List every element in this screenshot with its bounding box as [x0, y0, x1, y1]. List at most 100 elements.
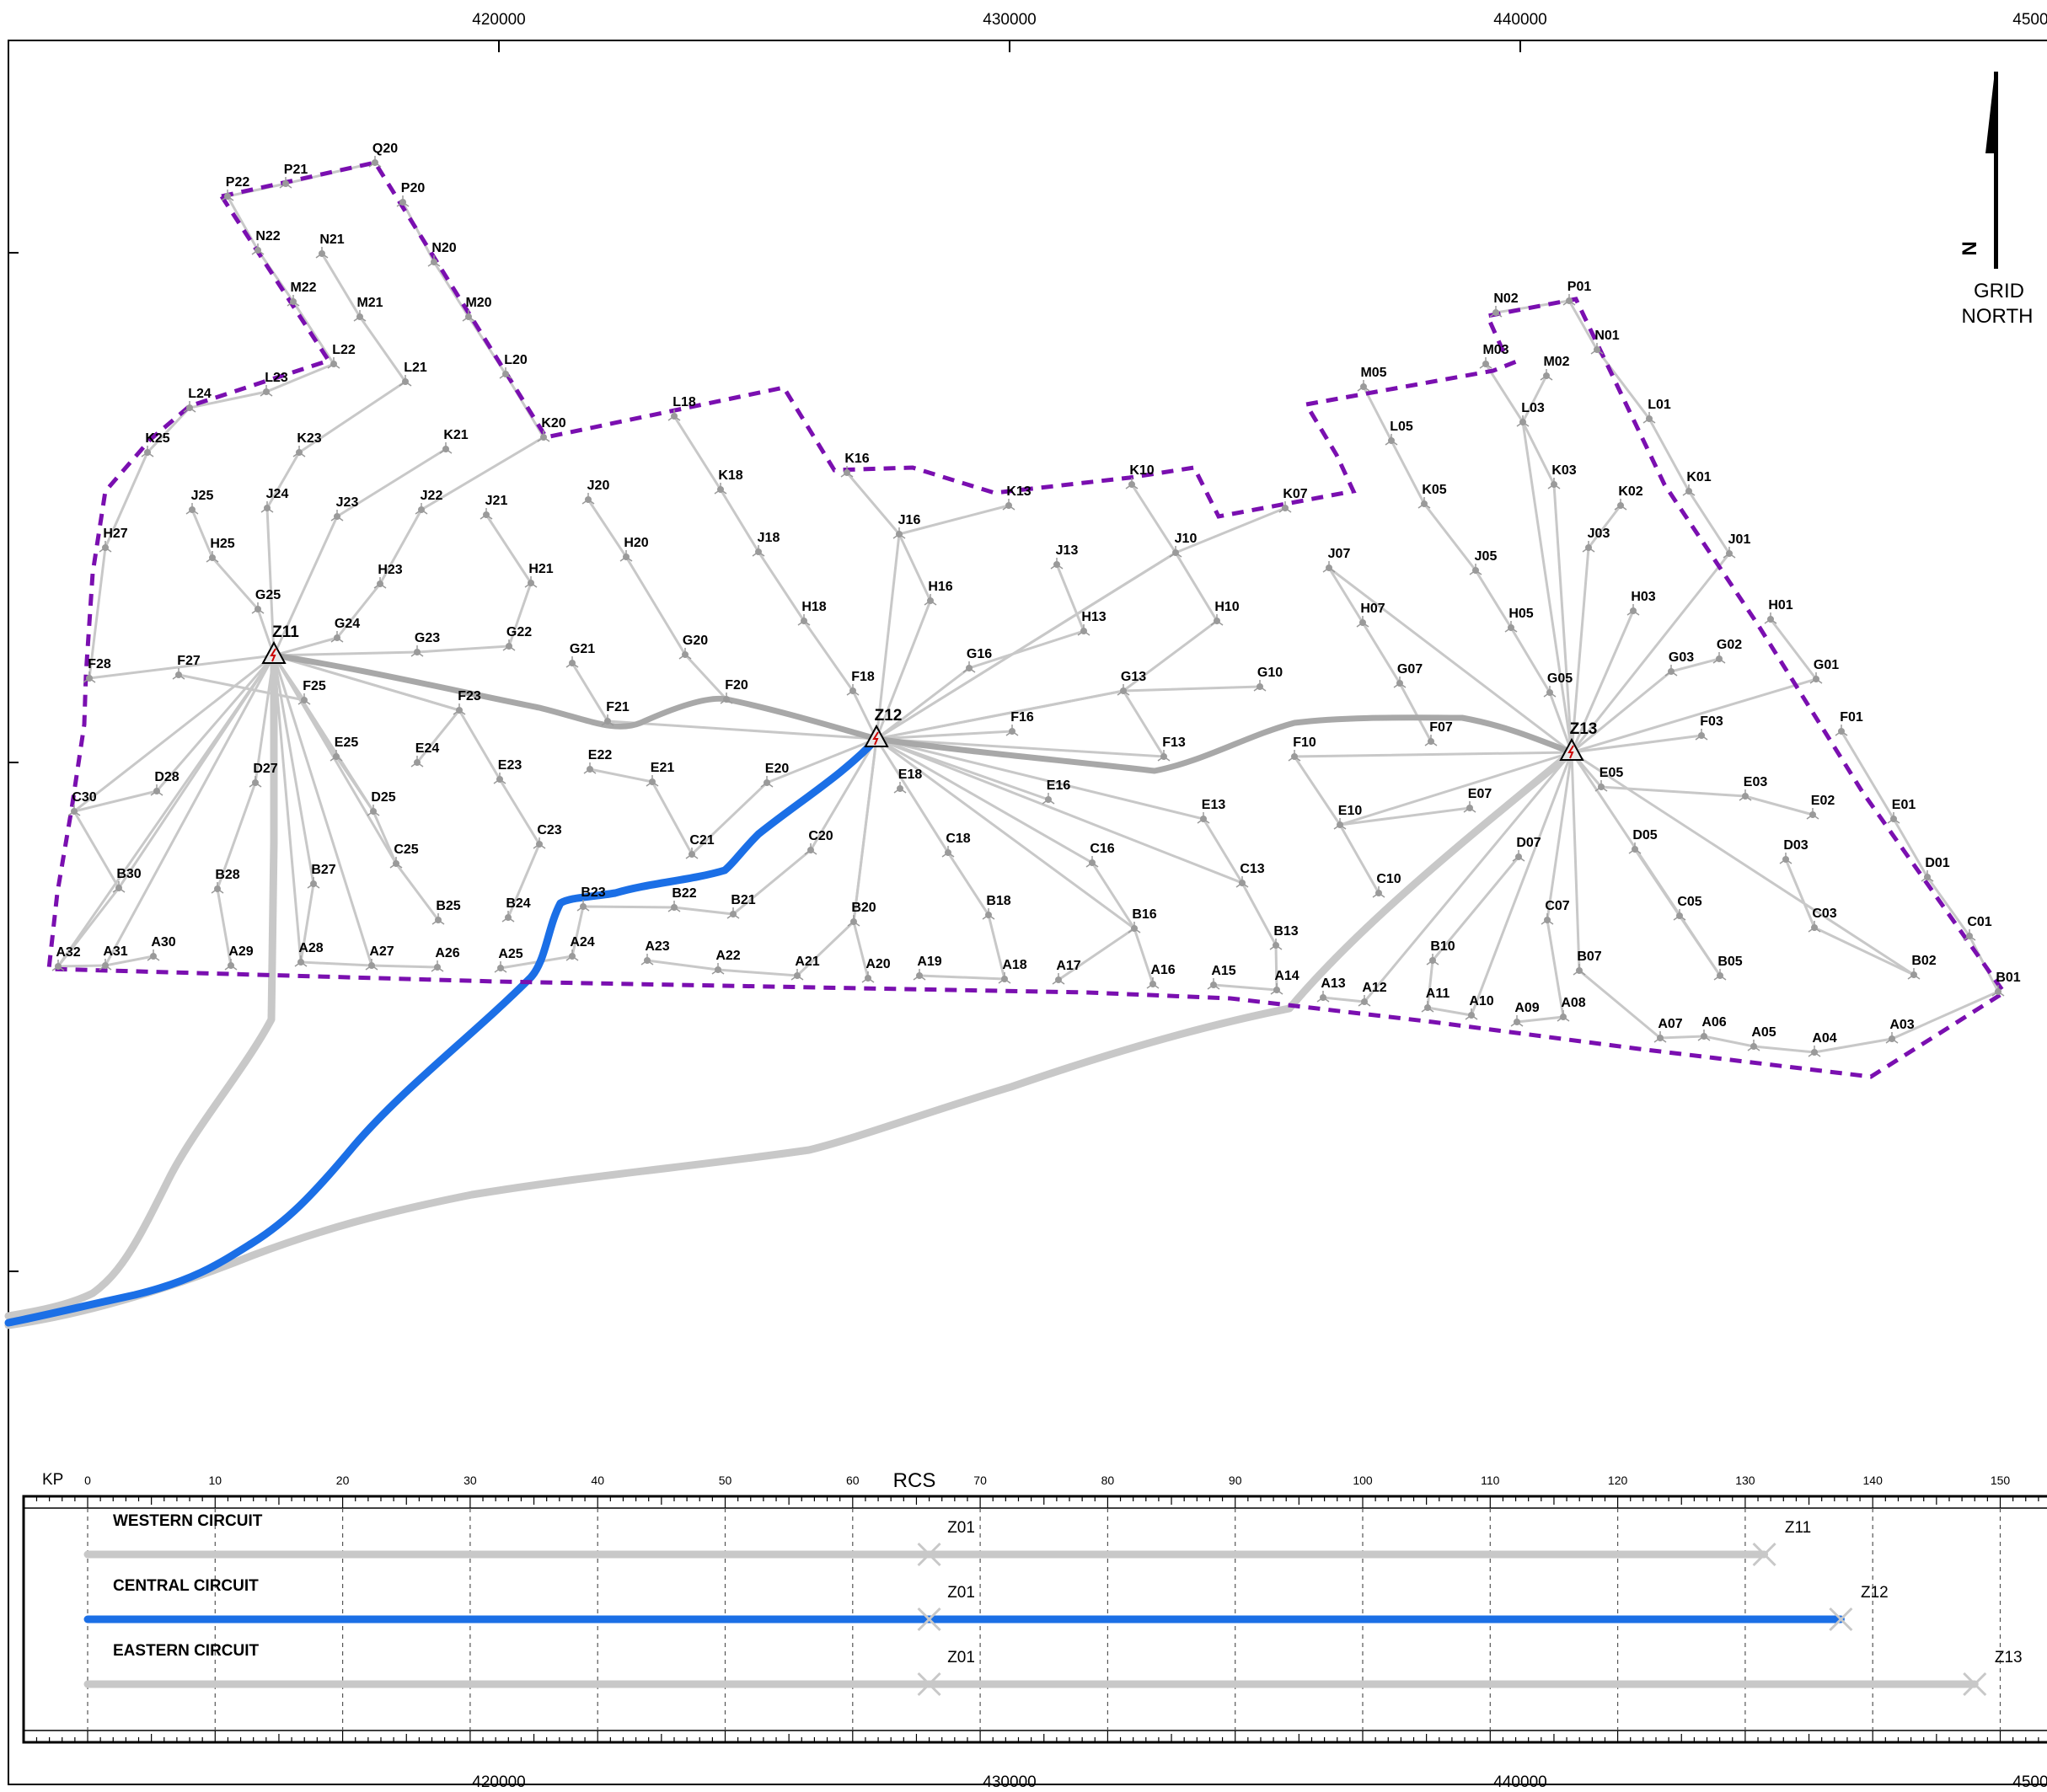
turbine-j07[interactable]: J07: [1322, 547, 1350, 573]
turbine-n01[interactable]: N01: [1590, 329, 1620, 355]
turbine-d07[interactable]: D07: [1512, 836, 1541, 862]
turbine-a13[interactable]: A13: [1316, 976, 1346, 1003]
turbine-h13[interactable]: H13: [1077, 610, 1107, 636]
turbine-g13[interactable]: G13: [1117, 670, 1146, 696]
turbine-e07[interactable]: E07: [1463, 787, 1492, 813]
turbine-f25[interactable]: F25: [297, 679, 326, 705]
turbine-e02[interactable]: E02: [1806, 794, 1835, 820]
turbine-k16[interactable]: K16: [840, 452, 870, 478]
turbine-b18[interactable]: B18: [982, 894, 1011, 920]
turbine-j18[interactable]: J18: [752, 531, 780, 557]
turbine-c18[interactable]: C18: [941, 832, 971, 858]
turbine-f10[interactable]: F10: [1288, 736, 1316, 762]
turbine-b22[interactable]: B22: [667, 886, 697, 912]
turbine-c05[interactable]: C05: [1673, 895, 1702, 921]
turbine-d03[interactable]: D03: [1779, 838, 1809, 864]
turbine-a17[interactable]: A17: [1052, 959, 1081, 985]
turbine-b10[interactable]: B10: [1426, 939, 1455, 966]
turbine-b16[interactable]: B16: [1128, 907, 1157, 933]
turbine-e01[interactable]: E01: [1887, 798, 1916, 824]
turbine-a23[interactable]: A23: [640, 939, 670, 966]
turbine-h21[interactable]: H21: [524, 562, 554, 588]
turbine-k10[interactable]: K10: [1125, 463, 1155, 489]
turbine-a19[interactable]: A19: [913, 955, 942, 981]
turbine-b02[interactable]: B02: [1907, 954, 1937, 980]
turbine-a31[interactable]: A31: [99, 944, 128, 971]
turbine-h03[interactable]: H03: [1626, 590, 1656, 616]
turbine-f21[interactable]: F21: [601, 700, 630, 726]
turbine-f18[interactable]: F18: [846, 670, 875, 696]
turbine-g07[interactable]: G07: [1393, 662, 1423, 688]
turbine-h05[interactable]: H05: [1504, 607, 1534, 633]
turbine-p21[interactable]: P21: [279, 163, 308, 189]
turbine-a09[interactable]: A09: [1510, 1001, 1540, 1027]
turbine-a03[interactable]: A03: [1885, 1018, 1915, 1044]
turbine-b28[interactable]: B28: [211, 868, 240, 894]
turbine-c13[interactable]: C13: [1235, 862, 1265, 888]
turbine-e23[interactable]: E23: [493, 758, 522, 784]
turbine-q20[interactable]: Q20: [368, 142, 398, 168]
rcs-circuit-eastern[interactable]: EASTERN CIRCUIT Z01 Z13: [83, 1642, 2023, 1697]
turbine-a27[interactable]: A27: [365, 944, 394, 971]
turbine-k20[interactable]: K20: [537, 416, 566, 442]
turbine-b20[interactable]: B20: [847, 901, 876, 927]
turbine-a25[interactable]: A25: [494, 947, 523, 973]
turbine-b30[interactable]: B30: [112, 867, 142, 893]
turbine-h20[interactable]: H20: [619, 536, 649, 562]
turbine-f03[interactable]: F03: [1695, 714, 1723, 741]
turbine-h25[interactable]: H25: [206, 537, 235, 563]
turbine-n21[interactable]: N21: [315, 233, 345, 259]
turbine-a12[interactable]: A12: [1358, 981, 1387, 1007]
turbine-h01[interactable]: H01: [1764, 598, 1793, 624]
turbine-e03[interactable]: E03: [1739, 775, 1767, 801]
turbine-m20[interactable]: M20: [462, 296, 492, 322]
turbine-l21[interactable]: L21: [399, 361, 427, 387]
turbine-p20[interactable]: P20: [396, 181, 425, 207]
turbine-a21[interactable]: A21: [790, 955, 820, 981]
turbine-g05[interactable]: G05: [1543, 671, 1573, 698]
turbine-m21[interactable]: M21: [353, 296, 383, 322]
turbine-g20[interactable]: G20: [678, 634, 708, 660]
turbine-d05[interactable]: D05: [1628, 828, 1658, 854]
turbine-h10[interactable]: H10: [1210, 600, 1240, 626]
turbine-a28[interactable]: A28: [294, 941, 324, 967]
turbine-d28[interactable]: D28: [150, 770, 180, 796]
turbine-f23[interactable]: F23: [453, 689, 481, 715]
turbine-p01[interactable]: P01: [1562, 280, 1591, 306]
turbine-e24[interactable]: E24: [410, 741, 439, 768]
turbine-a14[interactable]: A14: [1270, 969, 1299, 995]
turbine-m05[interactable]: M05: [1357, 366, 1387, 392]
turbine-l24[interactable]: L24: [183, 387, 212, 413]
turbine-l03[interactable]: L03: [1516, 401, 1545, 427]
turbine-g16[interactable]: G16: [962, 647, 992, 673]
turbine-j10[interactable]: J10: [1169, 532, 1197, 558]
turbine-j25[interactable]: J25: [185, 489, 213, 515]
turbine-h07[interactable]: H07: [1356, 602, 1385, 628]
turbine-b13[interactable]: B13: [1269, 924, 1299, 950]
turbine-j13[interactable]: J13: [1050, 543, 1078, 570]
turbine-j16[interactable]: J16: [892, 513, 920, 539]
substation-z12[interactable]: Z12: [864, 707, 902, 747]
turbine-k21[interactable]: K21: [439, 428, 469, 454]
turbine-b27[interactable]: B27: [307, 863, 336, 889]
turbine-c03[interactable]: C03: [1808, 907, 1837, 933]
turbine-a29[interactable]: A29: [224, 944, 254, 971]
turbine-e21[interactable]: E21: [646, 761, 674, 787]
turbine-j22[interactable]: J22: [415, 489, 442, 515]
turbine-a10[interactable]: A10: [1465, 994, 1494, 1020]
turbine-b05[interactable]: B05: [1713, 955, 1743, 981]
turbine-h18[interactable]: H18: [797, 600, 827, 626]
turbine-c30[interactable]: C30: [67, 790, 97, 816]
turbine-c07[interactable]: C07: [1541, 899, 1570, 925]
turbine-d01[interactable]: D01: [1921, 856, 1950, 882]
turbine-e22[interactable]: E22: [583, 748, 612, 774]
turbine-f28[interactable]: F28: [83, 657, 111, 683]
turbine-h23[interactable]: H23: [373, 563, 403, 589]
turbine-k05[interactable]: K05: [1417, 483, 1447, 509]
turbine-f20[interactable]: F20: [720, 678, 748, 704]
turbine-d27[interactable]: D27: [249, 762, 278, 788]
turbine-g25[interactable]: G25: [251, 588, 281, 614]
turbine-e13[interactable]: E13: [1197, 798, 1225, 824]
rcs-circuit-central[interactable]: CENTRAL CIRCUIT Z01 Z12: [83, 1577, 1889, 1632]
turbine-a11[interactable]: A11: [1421, 987, 1450, 1013]
